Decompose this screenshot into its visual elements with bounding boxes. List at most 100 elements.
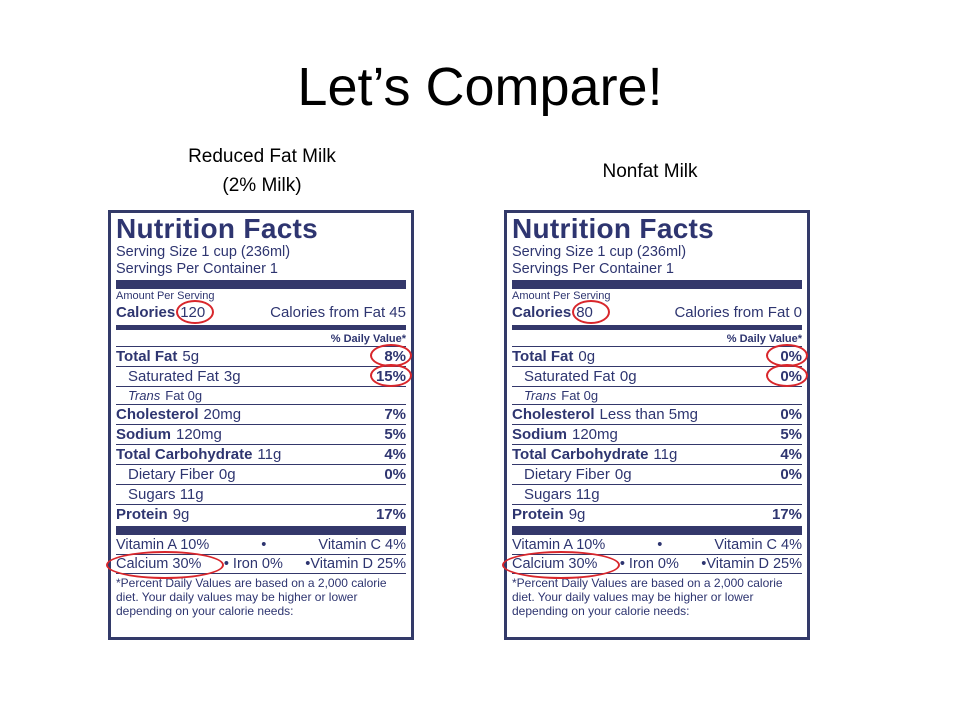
servings-per-container: Servings Per Container 1 (116, 261, 278, 277)
total-fat-pct: 8% (370, 344, 412, 367)
total-fat-pct-text: 8% (384, 348, 406, 365)
sat-fat-label: Saturated Fat (524, 368, 615, 385)
calories-value-wrap: 120 (176, 300, 215, 324)
fiber-value: 0g (614, 466, 632, 483)
amount-per-serving: Amount Per Serving (116, 290, 215, 302)
sodium-pct: 5% (780, 426, 802, 443)
carbohydrate-row: Total Carbohydrate 11g 4% (116, 445, 406, 465)
vitamin-c: Vitamin C 4% (318, 537, 406, 553)
nutrition-facts-heading: Nutrition Facts (512, 213, 715, 244)
sodium-value: 120mg (176, 426, 222, 443)
calories-label: Calories (116, 304, 176, 321)
sat-fat-pct: 15% (370, 364, 412, 387)
slide-title: Let’s Compare! (297, 57, 663, 117)
calcium-wrap: Calcium 30% (502, 551, 620, 579)
total-fat-label: Total Fat (512, 348, 574, 365)
fiber-value: 0g (218, 466, 236, 483)
total-fat-pct: 0% (766, 344, 808, 367)
cholesterol-value: Less than 5mg (599, 406, 698, 423)
carb-label: Total Carbohydrate (512, 446, 649, 463)
amount-per-serving: Amount Per Serving (512, 290, 611, 302)
serving-size: Serving Size 1 cup (236ml) (116, 244, 291, 260)
calories-value-wrap: 80 (572, 300, 611, 324)
calcium: Calcium 30% (116, 556, 202, 572)
trans-fat-rest: Fat 0g (165, 388, 203, 403)
vitamin-d: •Vitamin D 25% (305, 556, 406, 572)
fiber-pct: 0% (780, 466, 802, 483)
daily-value-header: % Daily Value* (116, 332, 406, 347)
protein-row: Protein 9g 17% (512, 505, 802, 524)
protein-label: Protein (116, 506, 168, 523)
calories-value: 80 (576, 304, 593, 321)
cholesterol-row: Cholesterol 20mg 7% (116, 405, 406, 425)
sodium-row: Sodium 120mg 5% (512, 425, 802, 445)
bullet: • (657, 537, 663, 553)
sat-fat-label: Saturated Fat (128, 368, 219, 385)
serving-size: Serving Size 1 cup (236ml) (512, 244, 687, 260)
caption-line: Reduced Fat Milk (188, 146, 336, 167)
calcium-wrap: Calcium 30% (106, 551, 224, 579)
total-fat-row: Total Fat 5g 8% (116, 344, 412, 367)
cholesterol-pct: 7% (384, 406, 406, 423)
calories-row: Calories 120 Calories from Fat 45 (116, 300, 406, 324)
trans-fat-italic: Trans (524, 388, 557, 403)
sugars-row: Sugars 11g (512, 485, 802, 505)
total-fat-value: 0g (578, 348, 596, 365)
iron: • Iron 0% (223, 556, 283, 572)
sat-fat-pct-text: 15% (375, 368, 406, 385)
carbohydrate-row: Total Carbohydrate 11g 4% (512, 445, 802, 465)
cholesterol-value: 20mg (203, 406, 242, 423)
carb-pct: 4% (384, 446, 406, 463)
fiber-label: Dietary Fiber (524, 466, 610, 483)
cholesterol-label: Cholesterol (116, 406, 199, 423)
protein-row: Protein 9g 17% (116, 505, 406, 524)
divider-thick (116, 526, 406, 535)
carb-label: Total Carbohydrate (116, 446, 253, 463)
nutrition-label-nonfat: Nutrition Facts Serving Size 1 cup (236m… (502, 210, 810, 640)
divider-thick (512, 280, 802, 289)
trans-fat-row: Trans Fat 0g (512, 387, 802, 405)
sugars-row: Sugars 11g (116, 485, 406, 505)
caption-line: Nonfat Milk (602, 161, 698, 182)
fiber-label: Dietary Fiber (128, 466, 214, 483)
sat-fat-value: 3g (223, 368, 241, 385)
trans-fat-rest: Fat 0g (561, 388, 599, 403)
saturated-fat-row: Saturated Fat 3g 15% (116, 364, 412, 387)
nutrition-facts-heading: Nutrition Facts (116, 213, 319, 244)
bullet: • (261, 537, 267, 553)
vitamin-a: Vitamin A 10% (116, 537, 210, 553)
cholesterol-row: Cholesterol Less than 5mg 0% (512, 405, 802, 425)
saturated-fat-row: Saturated Fat 0g 0% (512, 364, 808, 387)
calories-from-fat: Calories from Fat 0 (674, 304, 802, 321)
sugars-text: Sugars 11g (128, 486, 204, 503)
total-fat-label: Total Fat (116, 348, 178, 365)
nutrition-label-reduced-fat: Nutrition Facts Serving Size 1 cup (236m… (106, 210, 414, 640)
trans-fat-italic: Trans (128, 388, 161, 403)
trans-fat-row: Trans Fat 0g (116, 387, 406, 405)
sat-fat-value: 0g (619, 368, 637, 385)
sodium-value: 120mg (572, 426, 618, 443)
sugars-text: Sugars 11g (524, 486, 600, 503)
fiber-pct: 0% (384, 466, 406, 483)
sat-fat-pct: 0% (766, 364, 808, 387)
sodium-label: Sodium (116, 426, 171, 443)
protein-pct: 17% (375, 506, 406, 523)
sat-fat-pct-text: 0% (780, 368, 802, 385)
servings-per-container: Servings Per Container 1 (512, 261, 674, 277)
divider-medium (116, 325, 406, 330)
total-fat-pct-text: 0% (780, 348, 802, 365)
sodium-pct: 5% (384, 426, 406, 443)
divider-thick (512, 526, 802, 535)
cholesterol-label: Cholesterol (512, 406, 595, 423)
caption-line: (2% Milk) (222, 175, 302, 196)
vitamin-row: Vitamin A 10% • Vitamin C 4% (116, 536, 406, 555)
cholesterol-pct: 0% (780, 406, 802, 423)
calories-from-fat: Calories from Fat 45 (270, 304, 406, 321)
daily-value-header: % Daily Value* (512, 332, 802, 347)
protein-value: 9g (172, 506, 190, 523)
vitamin-c: Vitamin C 4% (714, 537, 802, 553)
iron: • Iron 0% (619, 556, 679, 572)
vitamin-row: Vitamin A 10% • Vitamin C 4% (512, 536, 802, 555)
protein-pct: 17% (771, 506, 802, 523)
dietary-fiber-row: Dietary Fiber 0g 0% (512, 465, 802, 485)
